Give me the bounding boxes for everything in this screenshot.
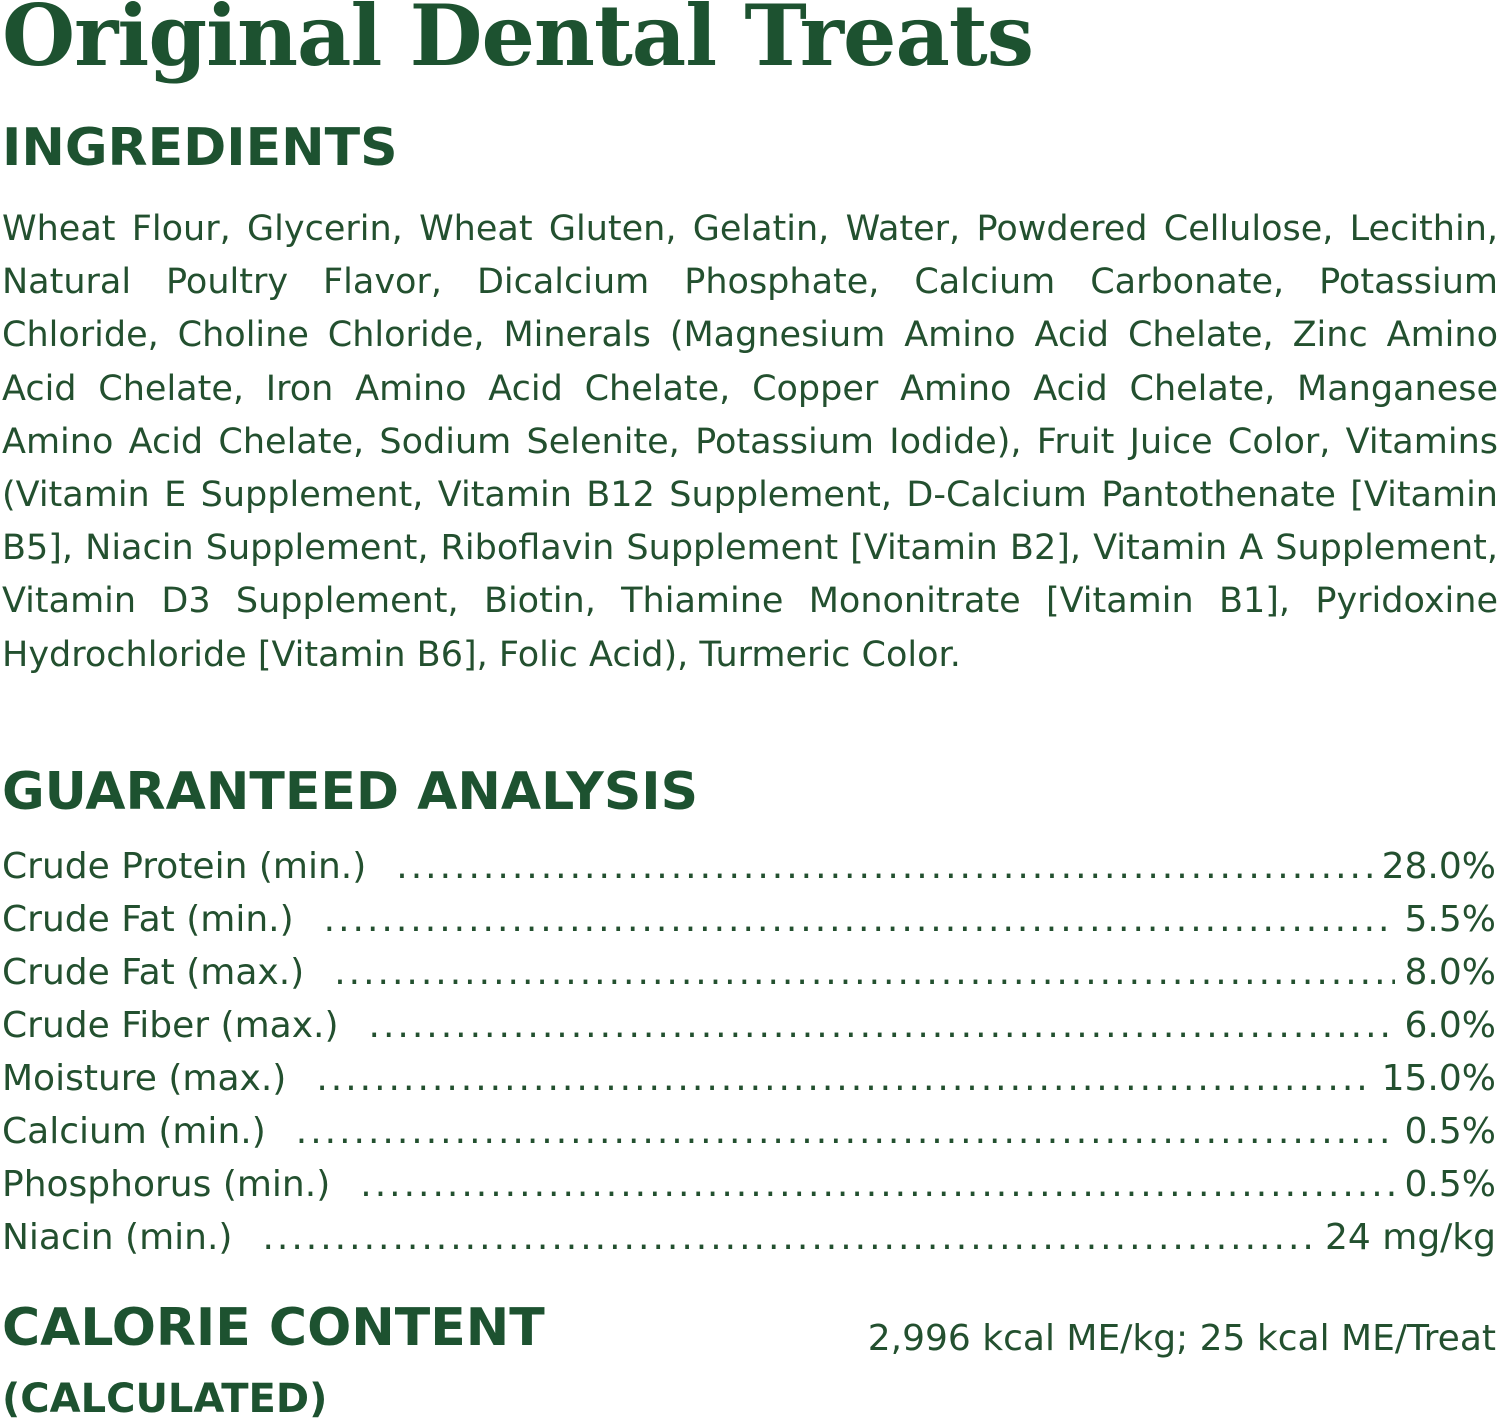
analysis-value: 15.0%	[1381, 1058, 1496, 1099]
analysis-row: Crude Fat (min.) 5.5%	[2, 899, 1496, 952]
product-title: Original Dental Treats	[2, 0, 1034, 85]
analysis-value: 5.5%	[1404, 899, 1496, 940]
calorie-content-heading: CALORIE CONTENT	[2, 1298, 545, 1358]
analysis-label: Crude Fiber (max.)	[2, 1005, 339, 1046]
analysis-row: Phosphorus (min.) 0.5%	[2, 1164, 1496, 1217]
dot-leader	[396, 846, 1371, 887]
calorie-calculated-subheading: (CALCULATED)	[2, 1376, 328, 1422]
analysis-row: Crude Fat (max.) 8.0%	[2, 952, 1496, 1005]
dot-leader	[334, 952, 1394, 993]
analysis-value: 28.0%	[1381, 846, 1496, 887]
analysis-row: Moisture (max.) 15.0%	[2, 1058, 1496, 1111]
dot-leader	[296, 1111, 1395, 1152]
ingredients-text: Wheat Flour, Glycerin, Wheat Gluten, Gel…	[2, 209, 1498, 675]
analysis-row: Crude Fiber (max.) 6.0%	[2, 1005, 1496, 1058]
analysis-label: Crude Protein (min.)	[2, 846, 367, 887]
analysis-label: Moisture (max.)	[2, 1058, 287, 1099]
analysis-row: Calcium (min.) 0.5%	[2, 1111, 1496, 1164]
analysis-value: 0.5%	[1404, 1111, 1496, 1152]
analysis-value: 24 mg/kg	[1325, 1217, 1496, 1258]
analysis-value: 8.0%	[1404, 952, 1496, 993]
dot-leader	[324, 899, 1395, 940]
guaranteed-analysis-heading: GUARANTEED ANALYSIS	[2, 762, 699, 822]
analysis-row: Niacin (min.) 24 mg/kg	[2, 1217, 1496, 1270]
analysis-value: 6.0%	[1404, 1005, 1496, 1046]
analysis-label: Phosphorus (min.)	[2, 1164, 331, 1205]
analysis-label: Calcium (min.)	[2, 1111, 266, 1152]
analysis-label: Niacin (min.)	[2, 1217, 233, 1258]
analysis-label: Crude Fat (max.)	[2, 952, 305, 993]
ingredients-heading: INGREDIENTS	[2, 118, 398, 178]
analysis-value: 0.5%	[1404, 1164, 1496, 1205]
analysis-row: Crude Protein (min.) 28.0%	[2, 846, 1496, 899]
dot-leader	[360, 1164, 1394, 1205]
analysis-table: Crude Protein (min.) 28.0% Crude Fat (min…	[2, 846, 1496, 1270]
dot-leader	[316, 1058, 1371, 1099]
calorie-value: 2,996 kcal ME/kg; 25 kcal ME/Treat	[867, 1318, 1496, 1359]
dot-leader	[369, 1005, 1395, 1046]
analysis-label: Crude Fat (min.)	[2, 899, 294, 940]
dot-leader	[262, 1217, 1315, 1258]
